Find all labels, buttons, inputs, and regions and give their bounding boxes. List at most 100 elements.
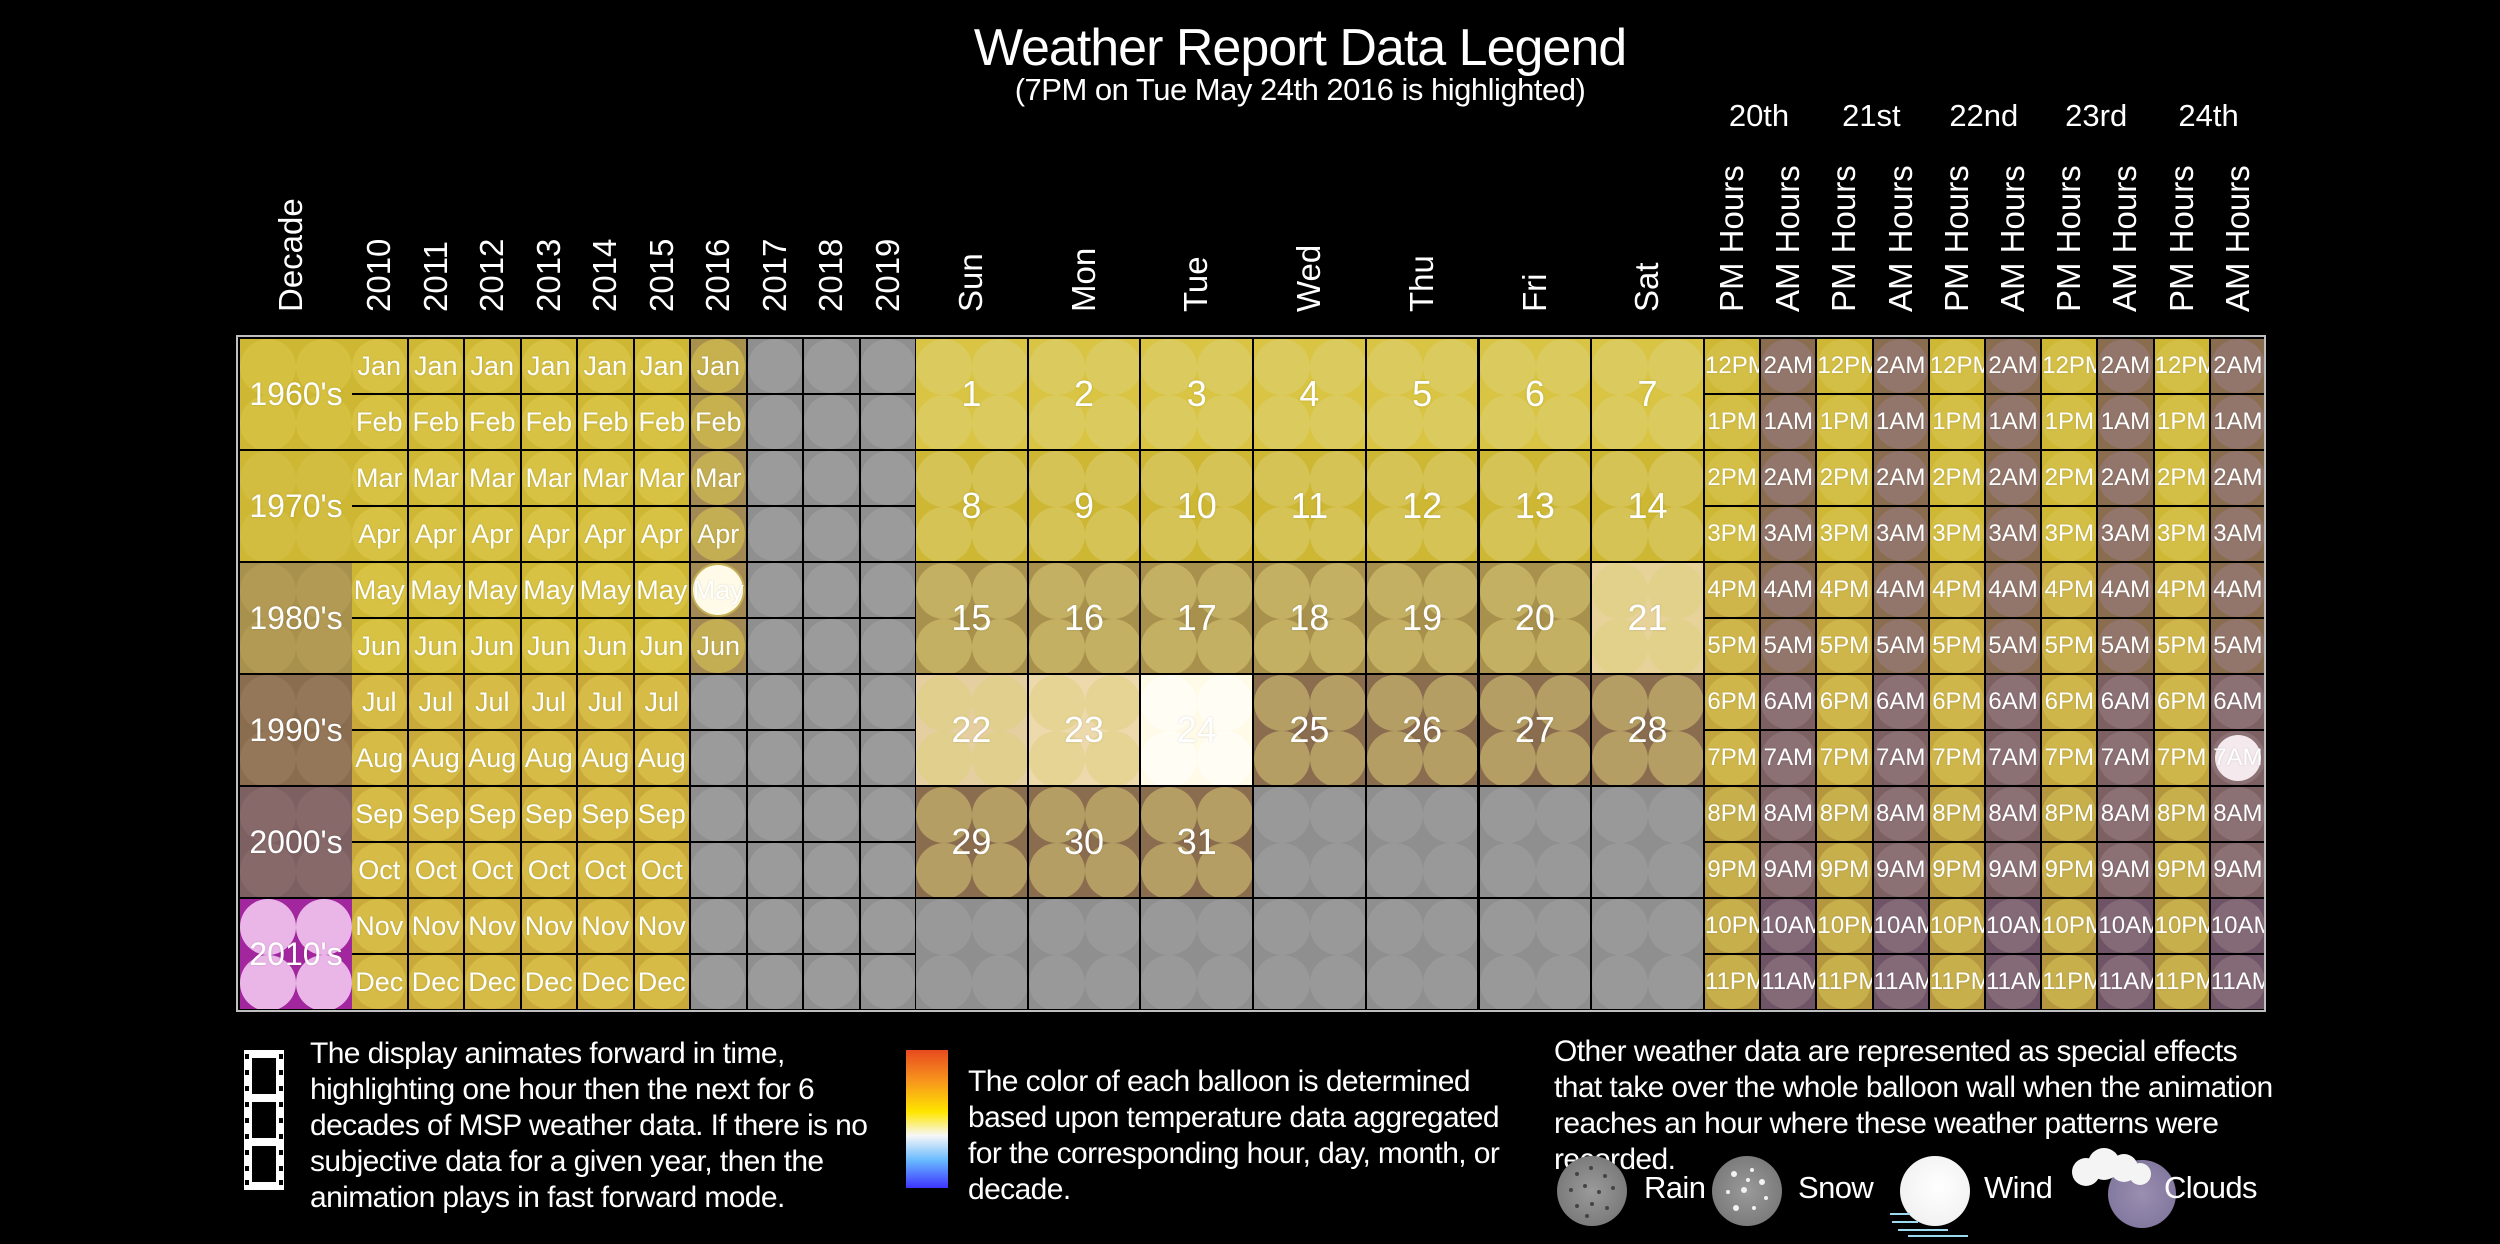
balloon [1929,619,1984,673]
balloon [352,339,406,393]
day-cell [916,899,1027,1009]
balloon [465,675,519,729]
day-cell: 18 [1254,563,1365,673]
hour-cell: 7PM [1705,731,1760,785]
balloon [1479,731,1536,785]
balloon [1986,731,2040,785]
balloon [1310,675,1365,731]
cell-label: May [636,575,688,605]
decade-cell: 1990's [240,675,352,785]
balloon [1197,563,1253,619]
balloon [972,619,1027,673]
balloon [1929,339,1984,393]
balloon [1648,787,1703,843]
cell-label: Mar [582,463,629,493]
balloon [521,395,576,449]
month-cell: Aug [634,731,689,785]
balloon [1535,451,1591,507]
balloon [1254,563,1311,619]
cell-label: Jul [361,687,397,717]
month-cell: Jun [465,619,520,673]
cell-label: 4PM [1932,576,1982,603]
cell-label: 9PM [1819,856,1870,883]
year-header: 2013 [529,238,567,312]
balloon [1929,955,1984,1009]
day-cell: 30 [1028,787,1140,897]
balloon [465,395,519,449]
decade-cell: 1970's [240,451,352,561]
balloon [1422,563,1478,619]
month-cell: Feb [352,395,407,449]
decade-cell: 2010's [240,899,352,1009]
year-header: 2017 [755,238,793,312]
month-cell: Sep [521,787,576,841]
balloon [1817,955,1872,1009]
hour-cell: 3PM [2154,507,2209,561]
balloon [804,731,858,785]
day-group-header: 22nd [1949,98,2019,133]
month-cell [804,675,859,729]
balloon [1084,507,1140,561]
balloon [352,843,406,897]
balloon [521,619,576,673]
hour-group-header: AM Hours [2218,165,2256,312]
cell-label: 3AM [1876,520,1926,547]
balloon [2098,955,2153,1009]
balloon [1648,339,1703,395]
cell-label: Apr [697,519,740,549]
balloon [1366,395,1423,449]
hour-cell: 7PM [2154,731,2209,785]
cell-label: Mar [695,463,742,493]
hour-cell: 8AM [1986,787,2041,841]
day-cell: 13 [1479,451,1591,561]
hour-cell: 1PM [2154,395,2209,449]
month-cell: Jun [521,619,576,673]
month-cell: Feb [521,395,576,449]
hour-cell: 4AM [2210,563,2264,617]
balloon [804,395,858,449]
month-cell: May [465,563,520,617]
balloon [1422,899,1478,955]
cell-label: 2AM [2100,464,2151,491]
balloon [691,339,745,393]
balloon [1366,675,1423,731]
month-cell: Jan [634,339,689,393]
cell-label: Feb [412,407,460,437]
balloon [1648,955,1703,1009]
cell-label: 10PM [1929,912,1984,939]
day-number: 20 [1514,597,1555,638]
cell-label: 6PM [2157,688,2207,715]
day-number: 21 [1627,597,1668,638]
hour-cell: 2AM [1986,339,2041,393]
cell-label: 1AM [2100,408,2151,435]
balloon [804,507,858,561]
balloon [1761,563,1816,617]
balloon [2042,507,2097,561]
balloon [634,507,689,561]
month-cell [804,787,859,841]
hour-cell: 5AM [1986,619,2041,673]
balloon [1141,451,1198,507]
balloon [240,899,296,955]
month-cell: Mar [634,451,689,505]
balloon [1254,787,1311,843]
balloon [1197,619,1253,673]
balloon [1592,843,1649,897]
balloon [972,675,1027,731]
hour-cell: 9AM [1873,843,1928,897]
balloon [1761,955,1816,1009]
cell-label: 1AM [2213,408,2263,435]
cell-label: 6PM [1819,688,1870,715]
hour-cell: 8PM [1705,787,1760,841]
balloon [1141,787,1198,843]
balloon [1254,675,1311,731]
day-number: 6 [1524,373,1545,414]
hour-cell: 9AM [2210,843,2264,897]
balloon [972,787,1027,843]
balloon [578,731,632,785]
balloon [408,619,463,673]
day-group-header: 21st [1842,98,1901,133]
cell-label: 5PM [1819,632,1870,659]
balloon [1929,899,1984,953]
cell-label: Jan [526,351,571,381]
